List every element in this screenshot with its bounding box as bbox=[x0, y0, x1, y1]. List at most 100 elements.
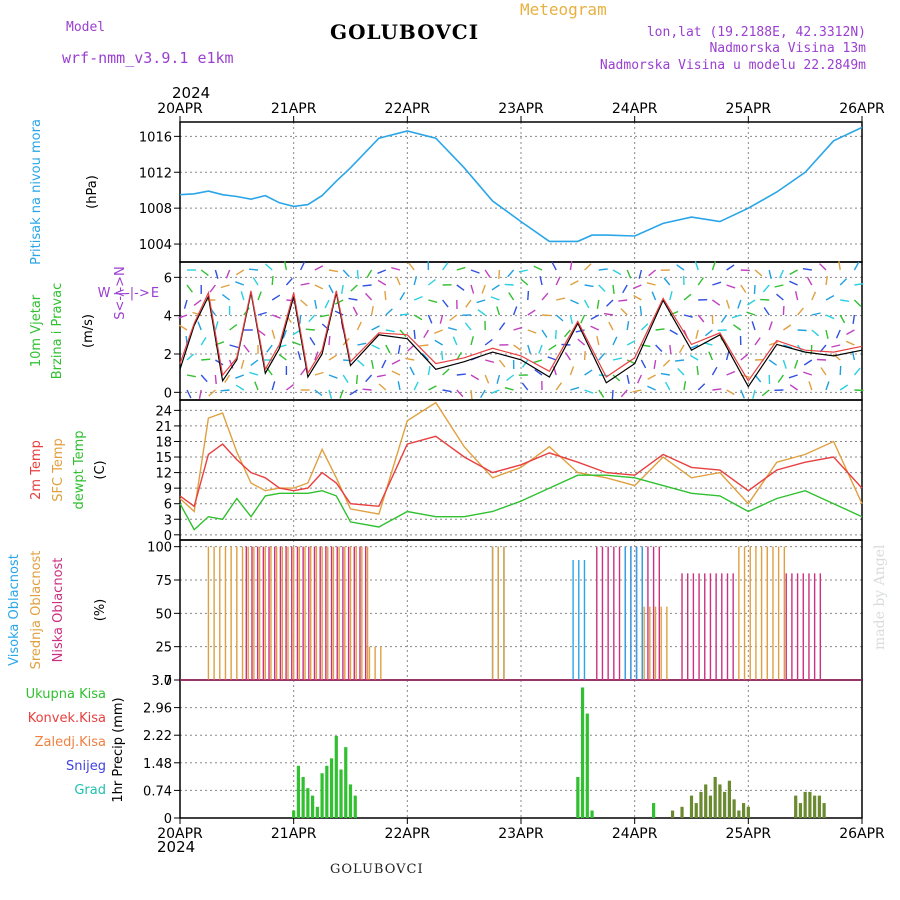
wind-arrow bbox=[564, 352, 571, 361]
wind-arrow bbox=[845, 340, 855, 346]
xtick-label-top: 25APR bbox=[726, 101, 772, 117]
wind-arrow bbox=[677, 368, 685, 376]
wind-arrow bbox=[257, 329, 266, 336]
xtick-label-top: 24APR bbox=[612, 101, 658, 117]
wind-arrow bbox=[583, 299, 590, 309]
precip-bar bbox=[741, 803, 746, 818]
ytick-label: 3 bbox=[164, 513, 172, 528]
wind-arrow bbox=[413, 295, 423, 301]
wind-arrow bbox=[314, 265, 324, 271]
wind-arrow bbox=[240, 359, 245, 369]
wind-arrow bbox=[265, 263, 273, 271]
wind-arrow bbox=[541, 292, 549, 301]
wind-arrow bbox=[808, 381, 813, 391]
wind-arrow bbox=[789, 269, 798, 276]
wind-arrow bbox=[695, 329, 699, 339]
wind-arrow bbox=[640, 323, 649, 331]
wind-arrow bbox=[612, 284, 615, 294]
wind-arrow bbox=[314, 371, 324, 376]
wind-arrow bbox=[507, 269, 515, 278]
xtick-label-bottom: 25APR bbox=[726, 826, 772, 842]
wind-arrow bbox=[477, 309, 486, 316]
precip-bar bbox=[348, 784, 353, 818]
xtick-label-top: 21APR bbox=[271, 101, 317, 117]
wind-unit: (m/s) bbox=[81, 314, 96, 348]
wind-arrow bbox=[520, 278, 529, 286]
wind-arrow bbox=[655, 328, 665, 331]
wind-arrow bbox=[746, 311, 756, 316]
wind-arrow bbox=[789, 280, 798, 286]
wind-arrow bbox=[712, 388, 722, 391]
wind-arrow bbox=[740, 269, 750, 272]
wind-arrow bbox=[470, 284, 475, 294]
precip-bar bbox=[585, 713, 589, 818]
compass-west: W bbox=[98, 286, 111, 301]
wind-arrow bbox=[200, 374, 208, 383]
ytick-label: 100 bbox=[147, 541, 172, 556]
wind-arrow bbox=[626, 374, 630, 384]
wind-arrow bbox=[200, 337, 207, 346]
wind-arrow bbox=[839, 314, 846, 324]
wind-arrow bbox=[328, 284, 334, 294]
wind-arrow bbox=[356, 321, 362, 331]
wind-axis-subtitle: Brzina i Pravac bbox=[50, 283, 65, 380]
wind-arrow bbox=[248, 268, 259, 271]
wind-arrow bbox=[413, 314, 423, 321]
wind-arrow bbox=[626, 340, 636, 346]
ytick-label: 3.7 bbox=[151, 674, 172, 689]
ytick-label: 24 bbox=[155, 404, 172, 419]
precip-bar bbox=[670, 810, 675, 818]
wind-arrow bbox=[278, 354, 287, 361]
wind-arrow bbox=[788, 374, 798, 379]
wind-arrow bbox=[225, 269, 231, 279]
dewpoint-line bbox=[179, 474, 863, 531]
wind-arrow bbox=[385, 329, 395, 333]
wind-arrow bbox=[662, 359, 671, 367]
wind-arrow bbox=[669, 291, 673, 301]
wind-arrow bbox=[521, 382, 529, 391]
wind-arrow bbox=[675, 359, 685, 362]
wind-arrow bbox=[569, 314, 573, 324]
wind-arrow bbox=[704, 329, 713, 337]
wind-arrow bbox=[740, 284, 747, 293]
wind-arrow bbox=[708, 351, 714, 361]
wind-arrow bbox=[825, 275, 828, 286]
ytick-label: 1016 bbox=[139, 130, 172, 145]
wind-arrow bbox=[291, 341, 301, 346]
dewpoint-axis-title: dewpt Temp bbox=[72, 430, 87, 509]
wind-arrow bbox=[626, 359, 636, 365]
wind-arrow bbox=[235, 281, 245, 286]
wind-arrow bbox=[356, 269, 359, 280]
wind-arrow bbox=[518, 269, 528, 273]
ytick-label: 6 bbox=[164, 498, 172, 513]
wind-arrow bbox=[470, 269, 480, 274]
wind-arrow bbox=[308, 314, 316, 323]
wind-arrow bbox=[441, 350, 444, 361]
wind-arrow bbox=[711, 366, 718, 376]
ytick-label: 75 bbox=[155, 574, 172, 589]
compass-east: E bbox=[151, 286, 159, 301]
wind-arrow bbox=[612, 357, 622, 361]
xtick-label-bottom: 23APR bbox=[498, 826, 544, 842]
wind-arrow bbox=[384, 290, 387, 301]
wind-arrow bbox=[328, 374, 338, 379]
wind-arrow bbox=[655, 344, 663, 352]
wind-arrow bbox=[753, 284, 756, 295]
precip-bar bbox=[803, 791, 807, 818]
wind-arrow bbox=[423, 329, 430, 339]
precip-bar bbox=[315, 806, 319, 818]
precip-bar bbox=[732, 799, 736, 818]
wind-arrow bbox=[178, 314, 188, 319]
wind-arrow bbox=[214, 269, 219, 279]
wind-arrow bbox=[490, 296, 500, 301]
wind-arrow bbox=[697, 314, 705, 323]
wind-arrow bbox=[334, 310, 344, 316]
wind-arrow bbox=[314, 351, 319, 361]
wind-arrow bbox=[300, 299, 308, 307]
wind-arrow bbox=[442, 368, 450, 376]
lonlat-label: lon,lat (19.2188E, 42.3312N) bbox=[646, 25, 866, 40]
wind-arrow bbox=[183, 299, 188, 309]
wind-arrow bbox=[395, 276, 401, 286]
wind-arrow bbox=[726, 370, 736, 376]
